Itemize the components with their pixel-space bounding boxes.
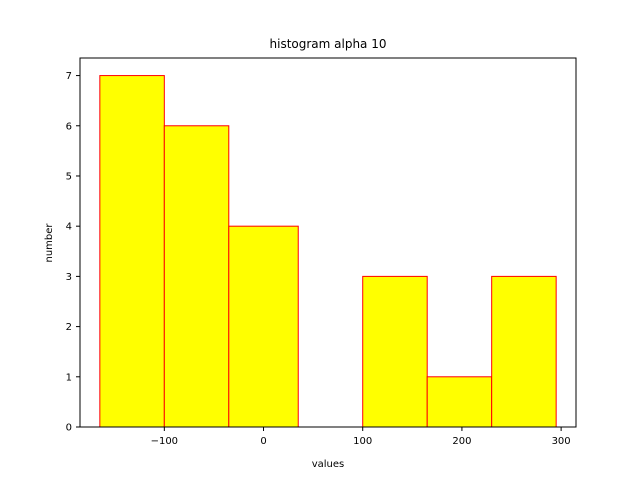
y-tick-label: 4 [66,222,72,233]
chart-title: histogram alpha 10 [270,37,387,51]
y-tick-label: 1 [66,372,72,383]
x-tick-label: −100 [151,436,178,447]
histogram-bar [491,275,557,428]
histogram-bar [99,75,165,428]
y-tick-label: 7 [66,71,72,82]
y-axis: 0 1 2 3 4 5 6 7 [66,71,80,434]
y-tick-label: 6 [66,121,72,132]
bars-group [99,75,557,428]
y-axis-label: number [44,223,55,263]
x-tick-label: 200 [452,436,471,447]
histogram-bar [228,225,299,428]
y-tick-label: 2 [66,322,72,333]
x-tick-label: 0 [260,436,266,447]
plot-frame [79,57,577,428]
histogram-bar [426,376,493,428]
x-tick-label: 100 [353,436,372,447]
histogram-bar [362,275,428,428]
x-tick-label: 300 [552,436,571,447]
histogram-bar [163,125,230,428]
y-tick-label: 3 [66,272,72,283]
y-tick-label: 5 [66,171,72,182]
x-axis: −100 0 100 200 300 [151,427,571,447]
y-tick-label: 0 [66,423,72,434]
x-axis-label: values [312,459,345,470]
